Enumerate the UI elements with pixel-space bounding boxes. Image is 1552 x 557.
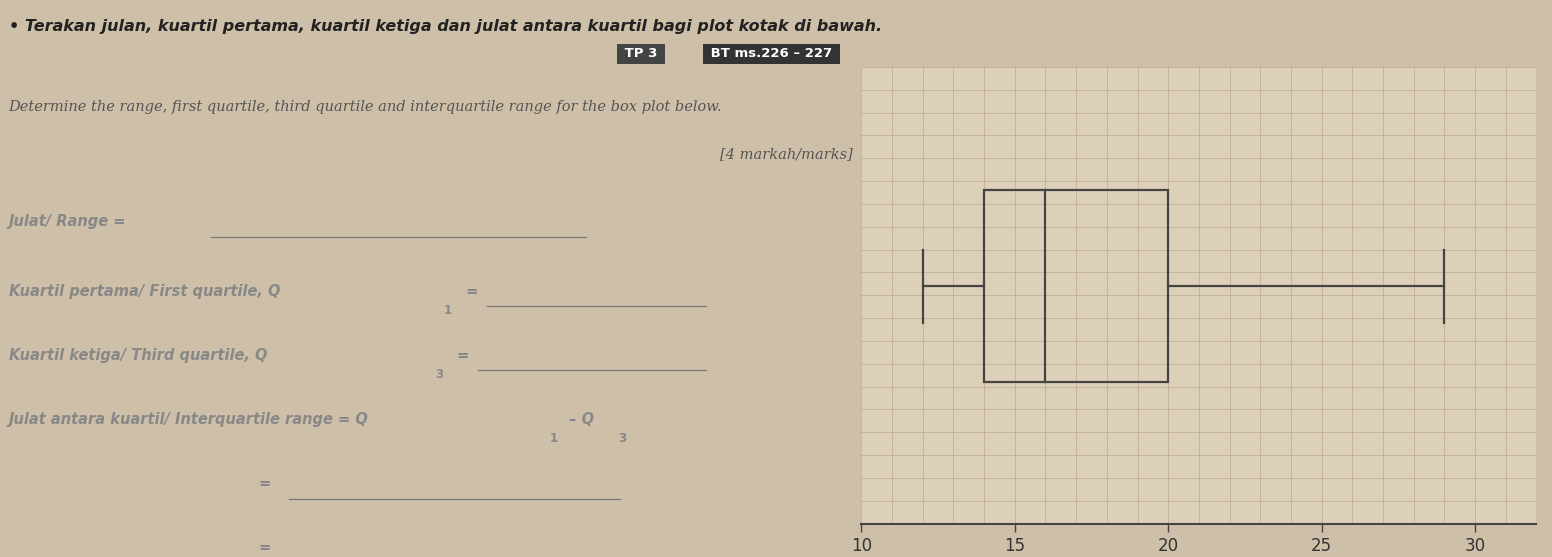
- Text: Julat antara kuartil/ Interquartile range = Q: Julat antara kuartil/ Interquartile rang…: [9, 412, 368, 427]
- Text: – Q: – Q: [565, 412, 594, 427]
- Text: TP 3: TP 3: [621, 47, 663, 60]
- Text: 1: 1: [444, 304, 452, 316]
- Text: =: =: [258, 476, 270, 491]
- Text: • Terakan julan, kuartil pertama, kuartil ketiga dan julat antara kuartil bagi p: • Terakan julan, kuartil pertama, kuarti…: [9, 19, 882, 35]
- Text: =: =: [461, 284, 478, 299]
- Text: 3: 3: [435, 368, 444, 380]
- Text: 1: 1: [549, 432, 557, 444]
- Text: Determine the range, first quartile, third quartile and interquartile range for : Determine the range, first quartile, thi…: [9, 100, 722, 114]
- Text: [4 markah/marks]: [4 markah/marks]: [720, 148, 852, 162]
- Text: =: =: [258, 540, 270, 555]
- Text: Kuartil pertama/ First quartile, Q: Kuartil pertama/ First quartile, Q: [9, 284, 279, 299]
- Text: BT ms.226 – 227: BT ms.226 – 227: [706, 47, 837, 60]
- Text: Kuartil ketiga/ Third quartile, Q: Kuartil ketiga/ Third quartile, Q: [9, 348, 267, 363]
- Bar: [984, 190, 1169, 382]
- Text: Julat/ Range =: Julat/ Range =: [9, 214, 126, 229]
- Text: =: =: [452, 348, 470, 363]
- Text: 3: 3: [618, 432, 627, 444]
